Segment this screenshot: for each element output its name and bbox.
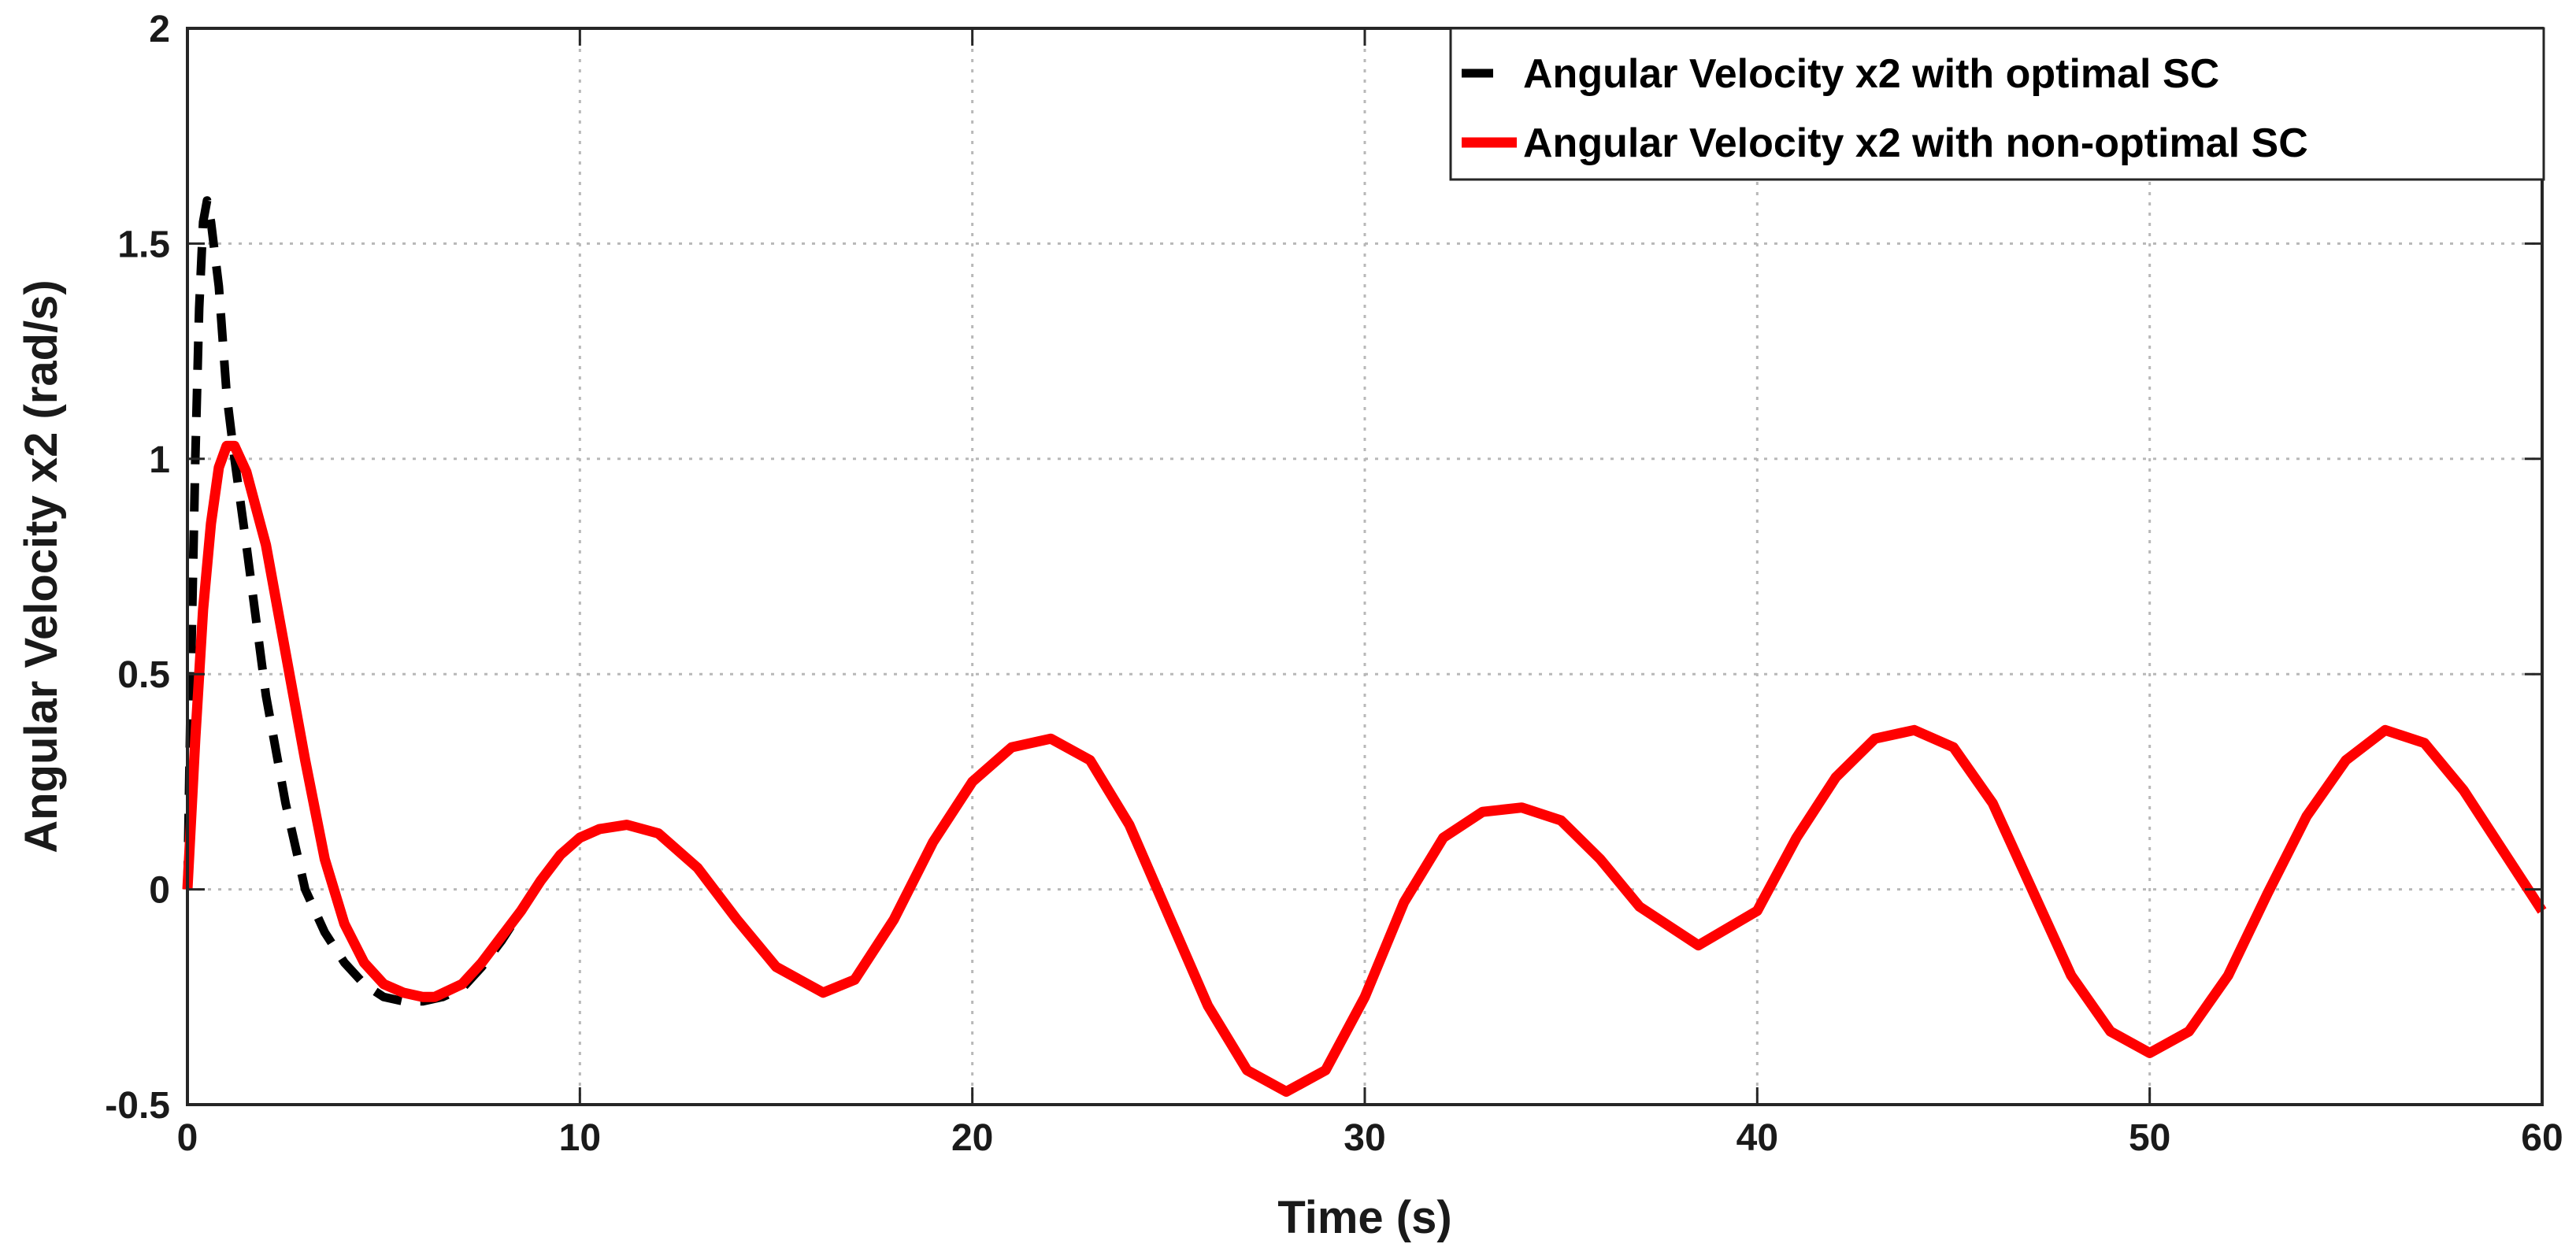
x-tick-label: 20 [951, 1117, 993, 1159]
series-non-optimal-sc-line [182, 440, 2547, 1098]
legend-label-optimal: Angular Velocity x2 with optimal SC [1523, 51, 2219, 97]
legend-label-non-optimal: Angular Velocity x2 with non-optimal SC [1523, 120, 2308, 166]
x-tick-label: 0 [177, 1117, 198, 1159]
series-optimal-sc-line [183, 196, 545, 1006]
series-group [182, 196, 2547, 1098]
x-tick-label: 60 [2521, 1117, 2563, 1159]
y-axis-label: Angular Velocity x2 (rad/s) [16, 280, 67, 853]
x-axis-label: Time (s) [1277, 1192, 1451, 1243]
x-tick-label: 50 [2129, 1117, 2170, 1159]
y-tick-label: 1.5 [117, 224, 170, 265]
y-tick-label: 0.5 [117, 654, 170, 696]
axis-ticks [186, 27, 2544, 1106]
legend-box [1449, 27, 2545, 181]
y-tick-label: 1 [149, 439, 170, 481]
y-tick-label: 2 [149, 9, 170, 50]
x-tick-label: 30 [1344, 1117, 1385, 1159]
y-tick-label: -0.5 [105, 1085, 170, 1127]
legend: Angular Velocity x2 with optimal SC Angu… [1449, 27, 2545, 181]
y-tick-label: 0 [149, 870, 170, 912]
x-tick-label: 10 [559, 1117, 601, 1159]
x-tick-label: 40 [1736, 1117, 1778, 1159]
tick-labels: 0 10 20 30 40 50 60-0.500.511.52 [105, 9, 2563, 1159]
